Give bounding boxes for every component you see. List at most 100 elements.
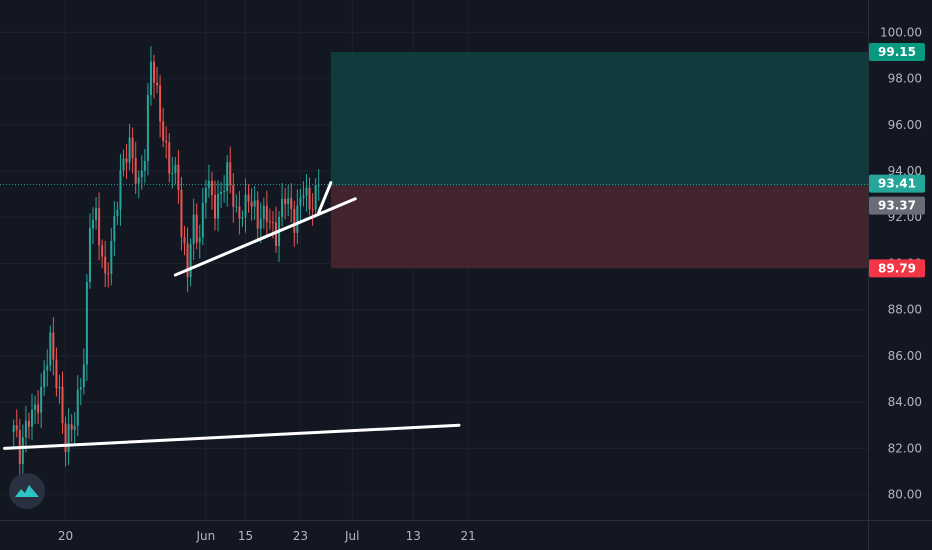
candle-body bbox=[58, 386, 61, 389]
candle-body bbox=[201, 202, 204, 238]
entry-tag-bg bbox=[869, 196, 925, 215]
candle-body bbox=[275, 222, 277, 246]
candle-body bbox=[122, 158, 125, 171]
candle-body bbox=[55, 359, 58, 389]
target-price-tag: 99.15 bbox=[869, 43, 925, 61]
trendline[interactable] bbox=[317, 181, 333, 215]
candle-body bbox=[134, 157, 137, 184]
x-tick-label: Jul bbox=[344, 529, 359, 543]
candle-body bbox=[165, 140, 168, 143]
y-tick-label: 84.00 bbox=[888, 395, 922, 409]
candle-body bbox=[159, 85, 162, 122]
candle-body bbox=[217, 194, 220, 219]
candle-body bbox=[259, 218, 262, 229]
last-price-tag: 93.41 bbox=[869, 174, 925, 193]
candle-body bbox=[116, 209, 119, 216]
candle-body bbox=[113, 215, 116, 242]
candle-body bbox=[284, 198, 287, 205]
candle-body bbox=[265, 205, 268, 222]
last-tag-bg bbox=[869, 174, 925, 193]
candle-body bbox=[98, 208, 101, 246]
candle-body bbox=[241, 217, 244, 219]
candle-body bbox=[186, 243, 189, 278]
candle-body bbox=[238, 206, 241, 219]
candle-body bbox=[189, 244, 192, 278]
candle-body bbox=[43, 370, 46, 388]
candle-body bbox=[287, 198, 290, 205]
candle-body bbox=[247, 194, 250, 202]
y-tick-label: 82.00 bbox=[888, 441, 922, 455]
candle-body bbox=[34, 404, 37, 410]
candle-body bbox=[253, 200, 256, 207]
candle-body bbox=[131, 137, 134, 158]
candle-body bbox=[15, 425, 18, 431]
y-tick-label: 98.00 bbox=[888, 72, 922, 86]
candle-body bbox=[195, 214, 198, 243]
candle-body bbox=[308, 187, 311, 210]
candle-body bbox=[37, 404, 40, 413]
candle-body bbox=[149, 61, 152, 96]
tradingview-logo-icon[interactable] bbox=[9, 473, 45, 509]
y-tick-label: 88.00 bbox=[888, 303, 922, 317]
candle-body bbox=[156, 82, 159, 86]
candle-body bbox=[299, 197, 302, 206]
candle-body bbox=[143, 161, 146, 171]
candle-body bbox=[162, 121, 165, 141]
candle-body bbox=[31, 409, 33, 427]
y-tick-label: 100.00 bbox=[880, 25, 922, 39]
candle-body bbox=[82, 364, 85, 388]
candle-body bbox=[70, 424, 73, 430]
candle-body bbox=[177, 164, 180, 190]
candle-body bbox=[296, 205, 299, 233]
candle-body bbox=[49, 332, 52, 366]
candle-body bbox=[271, 222, 274, 224]
candle-body bbox=[256, 200, 259, 229]
candle-body bbox=[76, 389, 79, 426]
candle-body bbox=[293, 209, 296, 233]
target-zone[interactable] bbox=[330, 52, 868, 186]
y-tick-label: 80.00 bbox=[888, 488, 922, 502]
candle-body bbox=[128, 137, 131, 163]
x-tick-label: 20 bbox=[58, 529, 73, 543]
candle-body bbox=[27, 420, 30, 427]
candle-body bbox=[52, 332, 55, 360]
candle-body bbox=[223, 191, 226, 193]
candle-body bbox=[311, 209, 314, 211]
trendline[interactable] bbox=[3, 423, 461, 450]
candle-body bbox=[110, 241, 113, 274]
candle-body bbox=[95, 208, 98, 221]
candle-body bbox=[153, 61, 155, 83]
candle-body bbox=[73, 425, 76, 430]
entry-price-label: 93.37 bbox=[878, 199, 916, 213]
stop-price-tag: 89.79 bbox=[869, 259, 925, 278]
candle-body bbox=[119, 170, 122, 210]
target-tag-bg bbox=[869, 43, 925, 61]
candle-body bbox=[104, 256, 107, 274]
stop-zone[interactable] bbox=[330, 185, 868, 269]
target-price-label: 99.15 bbox=[878, 45, 916, 59]
candle-body bbox=[192, 214, 195, 245]
position-zones bbox=[330, 52, 868, 269]
candle-body bbox=[262, 205, 265, 219]
candle-body bbox=[79, 387, 82, 390]
x-tick-label: 15 bbox=[238, 529, 253, 543]
candle-body bbox=[210, 180, 213, 196]
trendlines bbox=[3, 181, 461, 450]
candle-body bbox=[302, 195, 305, 198]
x-tick-label: 13 bbox=[406, 529, 421, 543]
candles bbox=[12, 46, 320, 480]
candle-body bbox=[204, 187, 207, 203]
candle-body bbox=[12, 425, 15, 433]
candle-body bbox=[229, 162, 232, 186]
entry-price-tag: 93.37 bbox=[869, 196, 925, 215]
time-axis[interactable] bbox=[0, 520, 932, 550]
candle-body bbox=[101, 245, 104, 257]
trendline[interactable] bbox=[173, 197, 357, 277]
candle-body bbox=[281, 198, 284, 217]
candle-body bbox=[146, 95, 149, 162]
candle-body bbox=[168, 142, 171, 174]
candle-body bbox=[61, 386, 64, 424]
candle-body bbox=[207, 180, 210, 188]
